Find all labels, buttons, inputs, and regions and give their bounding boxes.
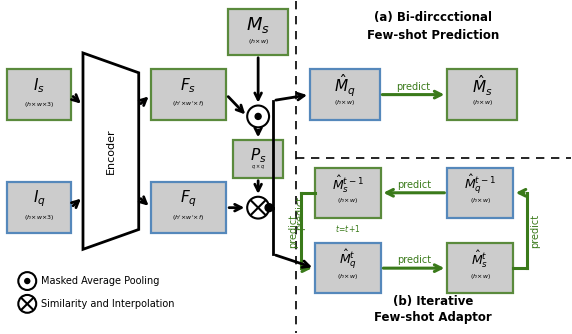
FancyBboxPatch shape: [315, 243, 380, 293]
FancyBboxPatch shape: [315, 168, 380, 217]
Text: $\hat{M}_s$: $\hat{M}_s$: [472, 73, 492, 98]
Text: $t\!=\!t\!+\!1$: $t\!=\!t\!+\!1$: [335, 222, 360, 233]
Text: predict: predict: [288, 213, 298, 247]
Circle shape: [247, 106, 269, 127]
Text: $(h\!\times\!w\!\times\!3)$: $(h\!\times\!w\!\times\!3)$: [24, 213, 54, 222]
FancyBboxPatch shape: [150, 69, 227, 120]
Text: $(h'\!\times\!w'\!\times\!f)$: $(h'\!\times\!w'\!\times\!f)$: [172, 213, 205, 222]
Text: Encoder: Encoder: [106, 128, 116, 174]
Circle shape: [25, 279, 30, 284]
FancyBboxPatch shape: [447, 243, 513, 293]
Text: $(h'\!\times\!w'\!\times\!f)$: $(h'\!\times\!w'\!\times\!f)$: [172, 100, 205, 110]
Circle shape: [18, 272, 36, 290]
Text: Few-shot Adaptor: Few-shot Adaptor: [375, 311, 492, 324]
Text: $\hat{M}_q^{t-1}$: $\hat{M}_q^{t-1}$: [464, 172, 496, 196]
Text: $\hat{M}_q$: $\hat{M}_q$: [334, 72, 356, 99]
FancyBboxPatch shape: [310, 69, 380, 120]
Text: $\hat{M}_s^{t-1}$: $\hat{M}_s^{t-1}$: [332, 173, 364, 195]
Text: predict: predict: [530, 213, 540, 247]
Text: $(h\!\times\!w)$: $(h\!\times\!w)$: [470, 196, 491, 205]
FancyBboxPatch shape: [7, 69, 71, 120]
Text: $(h\!\times\!w)$: $(h\!\times\!w)$: [471, 98, 492, 107]
FancyBboxPatch shape: [7, 182, 71, 233]
Text: $(h\!\times\!w)$: $(h\!\times\!w)$: [337, 196, 358, 205]
Circle shape: [18, 295, 36, 313]
Text: $\mathit{I_s}$: $\mathit{I_s}$: [33, 76, 45, 95]
Text: Few-shot Prediction: Few-shot Prediction: [367, 29, 499, 42]
Text: (a) Bi-dirccctional: (a) Bi-dirccctional: [374, 11, 492, 24]
Text: $_{q\times q}$: $_{q\times q}$: [251, 164, 265, 172]
Text: $M_s$: $M_s$: [246, 15, 270, 35]
Text: predict: predict: [397, 255, 431, 265]
Circle shape: [255, 114, 261, 119]
Circle shape: [265, 204, 273, 212]
Text: Similarity and Interpolation: Similarity and Interpolation: [41, 299, 174, 309]
Text: $\hat{M}_s^{t}$: $\hat{M}_s^{t}$: [471, 248, 488, 270]
Text: $(h\!\times\!w\!\times\!3)$: $(h\!\times\!w\!\times\!3)$: [24, 100, 54, 109]
FancyBboxPatch shape: [228, 9, 288, 55]
FancyBboxPatch shape: [447, 168, 513, 217]
Text: $\hat{M}_q^{t}$: $\hat{M}_q^{t}$: [339, 247, 357, 271]
Text: $\mathit{F_q}$: $\mathit{F_q}$: [180, 188, 197, 209]
FancyBboxPatch shape: [233, 140, 283, 178]
Text: (b) Iterative: (b) Iterative: [393, 295, 474, 308]
Polygon shape: [83, 53, 139, 249]
Circle shape: [247, 197, 269, 218]
Text: Masked Average Pooling: Masked Average Pooling: [41, 276, 160, 286]
Text: $(h\!\times\!w)$: $(h\!\times\!w)$: [470, 272, 491, 281]
FancyBboxPatch shape: [150, 182, 227, 233]
Text: $(h\!\times\!w)$: $(h\!\times\!w)$: [337, 272, 358, 281]
Text: predict: predict: [396, 82, 431, 92]
Text: $P_s$: $P_s$: [250, 147, 267, 165]
Text: $\mathit{F_s}$: $\mathit{F_s}$: [180, 76, 197, 95]
Text: predict: predict: [295, 196, 305, 230]
FancyBboxPatch shape: [447, 69, 517, 120]
Text: predict: predict: [397, 180, 431, 190]
Text: $(h\!\times\!w)$: $(h\!\times\!w)$: [248, 36, 269, 45]
Text: $\mathit{I_q}$: $\mathit{I_q}$: [33, 188, 46, 209]
Text: $(h\!\times\!w)$: $(h\!\times\!w)$: [334, 98, 355, 107]
